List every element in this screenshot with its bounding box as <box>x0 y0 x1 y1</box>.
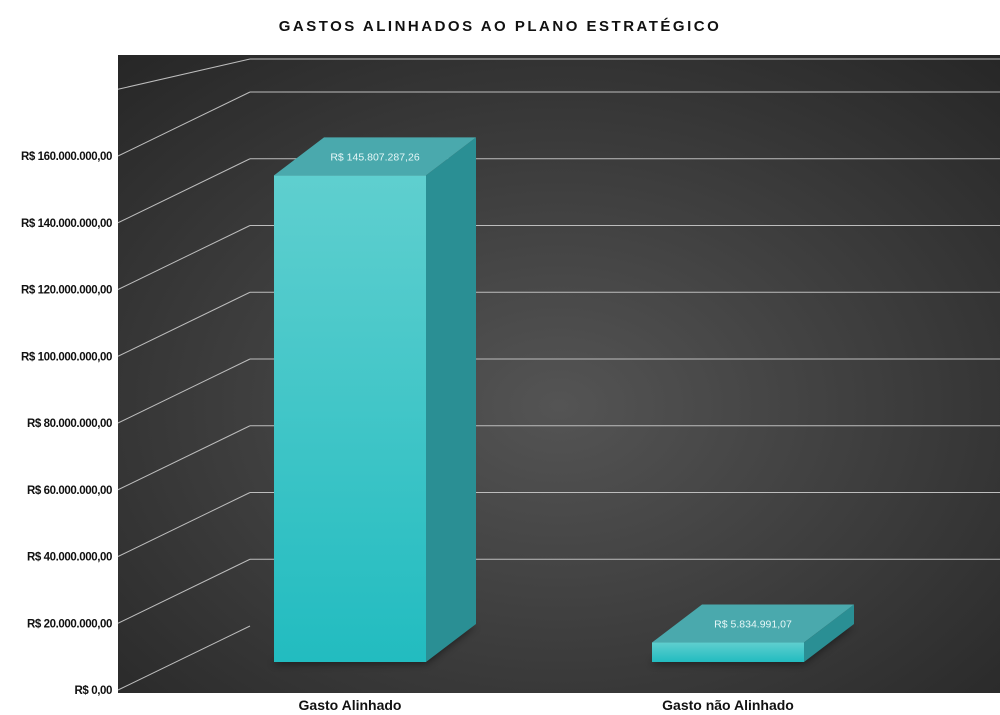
bar-side <box>426 137 476 663</box>
bars <box>272 137 854 664</box>
x-axis-category-labels: Gasto Alinhado Gasto não Alinhado <box>299 697 794 713</box>
y-tick-label: R$ 0,00 <box>75 685 112 697</box>
data-label: R$ 145.807.287,26 <box>330 151 419 163</box>
bar-top <box>652 604 854 643</box>
gridline <box>117 225 251 290</box>
y-tick-label: R$ 80.000.000,00 <box>27 418 112 430</box>
y-tick-label: R$ 100.000.000,00 <box>21 351 112 363</box>
bar-side <box>804 604 854 662</box>
gridline <box>117 291 251 357</box>
gridline <box>117 492 251 557</box>
y-tick-label: R$ 120.000.000,00 <box>21 285 112 297</box>
gridline <box>117 358 251 424</box>
gridline <box>117 625 251 691</box>
y-tick-label: R$ 160.000.000,00 <box>21 151 112 163</box>
gridline <box>117 558 251 624</box>
category-label: Gasto não Alinhado <box>662 697 794 713</box>
gridline <box>117 58 251 90</box>
gridline <box>117 91 251 157</box>
category-label: Gasto Alinhado <box>299 697 402 713</box>
y-tick-label: R$ 40.000.000,00 <box>27 552 112 564</box>
gridline <box>117 425 251 491</box>
bar-top <box>274 137 476 176</box>
y-tick-label: R$ 60.000.000,00 <box>27 485 112 497</box>
y-tick-label: R$ 20.000.000,00 <box>27 618 112 630</box>
bar-front <box>652 642 804 662</box>
gridline <box>117 158 251 224</box>
data-label: R$ 5.834.991,07 <box>714 619 792 631</box>
bar-front <box>274 175 426 663</box>
y-axis-tick-labels: R$ 0,00 R$ 20.000.000,00 R$ 40.000.000,00 R… <box>21 151 112 697</box>
y-tick-label: R$ 140.000.000,00 <box>21 218 112 230</box>
chart-title: GASTOS ALINHADOS AO PLANO ESTRATÉGICO <box>278 18 722 35</box>
plot-background <box>118 55 1000 693</box>
data-labels: R$ 145.807.287,26 R$ 5.834.991,07 <box>330 151 792 630</box>
